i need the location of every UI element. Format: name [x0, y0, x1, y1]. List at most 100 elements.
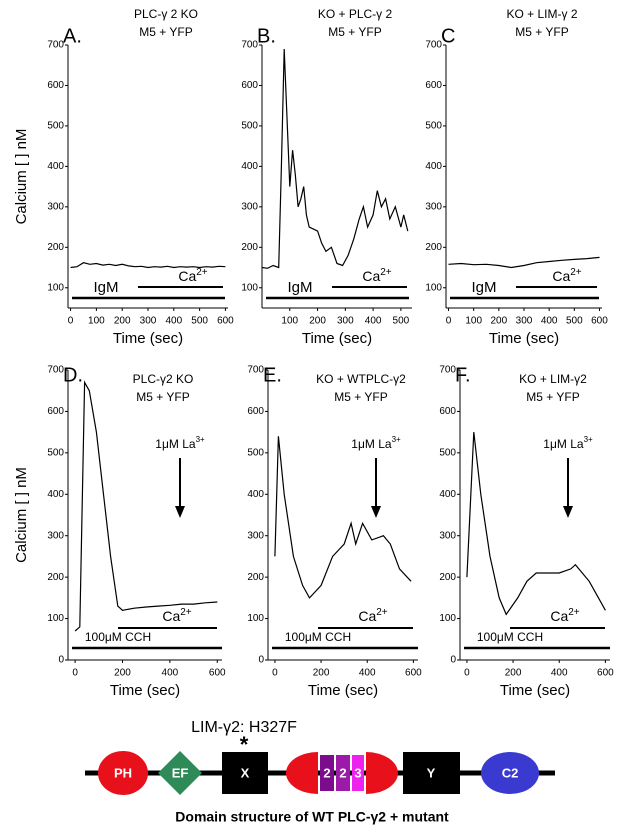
ion-label: Ca2+ — [358, 607, 387, 624]
x-tick-label: 200 — [505, 668, 522, 679]
y-tick-label: 300 — [247, 530, 264, 541]
y-domain — [403, 752, 460, 794]
blocker-label-base: 1μM La — [543, 437, 584, 451]
y-tick-label: 400 — [439, 489, 456, 500]
ion-label-sup: 2+ — [376, 607, 388, 618]
ion-label-base: Ca — [178, 268, 196, 284]
domain-label: PH — [114, 765, 132, 780]
ion-label: Ca2+ — [552, 267, 581, 284]
panel-letter: E. — [263, 364, 282, 386]
y-tick-label: 0 — [450, 655, 456, 666]
panel-subtitle: M5 + YFP — [515, 25, 568, 39]
agonist-label: IgM — [287, 279, 312, 296]
x-tick-label: 200 — [309, 316, 326, 327]
y-tick-label: 300 — [425, 201, 442, 212]
y-tick-label: 400 — [47, 161, 64, 172]
calcium-trace — [466, 432, 606, 616]
panel-subtitle: M5 + YFP — [136, 390, 189, 404]
panel-subtitle: M5 + YFP — [328, 25, 381, 39]
ion-label-sup: 2+ — [570, 267, 582, 278]
calcium-trace — [448, 256, 600, 269]
y-tick-label: 300 — [241, 201, 258, 212]
y-tick-label: 0 — [58, 655, 64, 666]
x-tick-label: 300 — [140, 316, 157, 327]
sh3-domain — [352, 755, 364, 791]
panel-subtitle: M5 + YFP — [139, 25, 192, 39]
c2-domain — [481, 752, 539, 794]
domain-label: Y — [427, 765, 436, 780]
blocker-label-sup: 3+ — [392, 435, 401, 444]
split-ph-left — [286, 752, 318, 794]
y-tick-label: 0 — [258, 655, 264, 666]
x-tick-label: 0 — [68, 316, 74, 327]
x-tick-label: 100 — [465, 316, 482, 327]
x-tick-label: 300 — [516, 316, 533, 327]
x-axis-label: Time (sec) — [500, 682, 570, 699]
domain-label: 2 — [323, 765, 330, 780]
ion-label-sup: 2+ — [380, 267, 392, 278]
ion-label: Ca2+ — [550, 607, 579, 624]
ef-domain — [158, 751, 202, 795]
blocker-label: 1μM La3+ — [351, 435, 401, 451]
x-tick-label: 600 — [217, 316, 234, 327]
y-tick-label: 500 — [47, 447, 64, 458]
y-tick-label: 500 — [47, 121, 64, 132]
y-tick-label: 200 — [241, 242, 258, 253]
x-tick-label: 500 — [191, 316, 208, 327]
sh2-domain — [320, 755, 334, 791]
blocker-arrowhead — [563, 506, 573, 518]
x-tick-label: 0 — [446, 316, 452, 327]
domain-label: 3 — [354, 765, 361, 780]
x-tick-label: 0 — [272, 668, 278, 679]
x-tick-label: 200 — [313, 668, 330, 679]
y-tick-label: 500 — [439, 447, 456, 458]
y-tick-label: 400 — [47, 489, 64, 500]
blocker-label-sup: 3+ — [584, 435, 593, 444]
x-tick-label: 0 — [464, 668, 470, 679]
x-tick-label: 500 — [393, 316, 410, 327]
y-tick-label: 700 — [47, 40, 64, 51]
y-tick-label: 700 — [247, 365, 264, 376]
calcium-trace — [74, 380, 218, 632]
blocker-label-base: 1μM La — [155, 437, 196, 451]
mutant-label: LIM-γ2: H327F — [191, 719, 297, 736]
x-tick-label: 600 — [209, 668, 226, 679]
x-tick-label: 400 — [541, 316, 558, 327]
panel-letter: B. — [257, 25, 276, 47]
y-tick-label: 600 — [47, 80, 64, 91]
x-tick-label: 300 — [337, 316, 354, 327]
y-tick-label: 400 — [241, 161, 258, 172]
panel-subtitle: M5 + YFP — [526, 390, 579, 404]
ion-label-sup: 2+ — [180, 607, 192, 618]
domain-diagram: PH EF X 2 2 3 Y C2 LIM-γ2: H327F * Domai… — [85, 719, 555, 825]
blocker-label: 1μM La3+ — [155, 435, 205, 451]
y-tick-label: 400 — [247, 489, 264, 500]
y-tick-label: 500 — [241, 121, 258, 132]
y-tick-label: 700 — [47, 365, 64, 376]
y-tick-label: 700 — [425, 40, 442, 51]
y-tick-label: 200 — [247, 572, 264, 583]
calcium-trace — [261, 48, 409, 269]
ion-label-base: Ca — [358, 608, 376, 624]
panel-subtitle: M5 + YFP — [334, 390, 387, 404]
ion-label-sup: 2+ — [568, 607, 580, 618]
calcium-trace — [274, 436, 412, 599]
panel-letter: C — [441, 25, 455, 47]
panel-title: PLC-γ2 KO — [133, 372, 194, 386]
y-tick-label: 100 — [425, 282, 442, 293]
y-tick-label: 500 — [247, 447, 264, 458]
x-tick-label: 0 — [72, 668, 78, 679]
y-tick-label: 200 — [425, 242, 442, 253]
y-tick-label: 500 — [425, 121, 442, 132]
blocker-arrowhead — [371, 506, 381, 518]
x-tick-label: 400 — [551, 668, 568, 679]
blocker-label-base: 1μM La — [351, 437, 392, 451]
sh2-domain — [336, 755, 350, 791]
x-tick-label: 400 — [359, 668, 376, 679]
panel-title: KO + LIM-γ 2 — [506, 7, 577, 21]
y-tick-label: 200 — [47, 242, 64, 253]
y-tick-label: 300 — [47, 201, 64, 212]
domain-label: C2 — [502, 765, 519, 780]
x-axis-label: Time (sec) — [110, 682, 180, 699]
